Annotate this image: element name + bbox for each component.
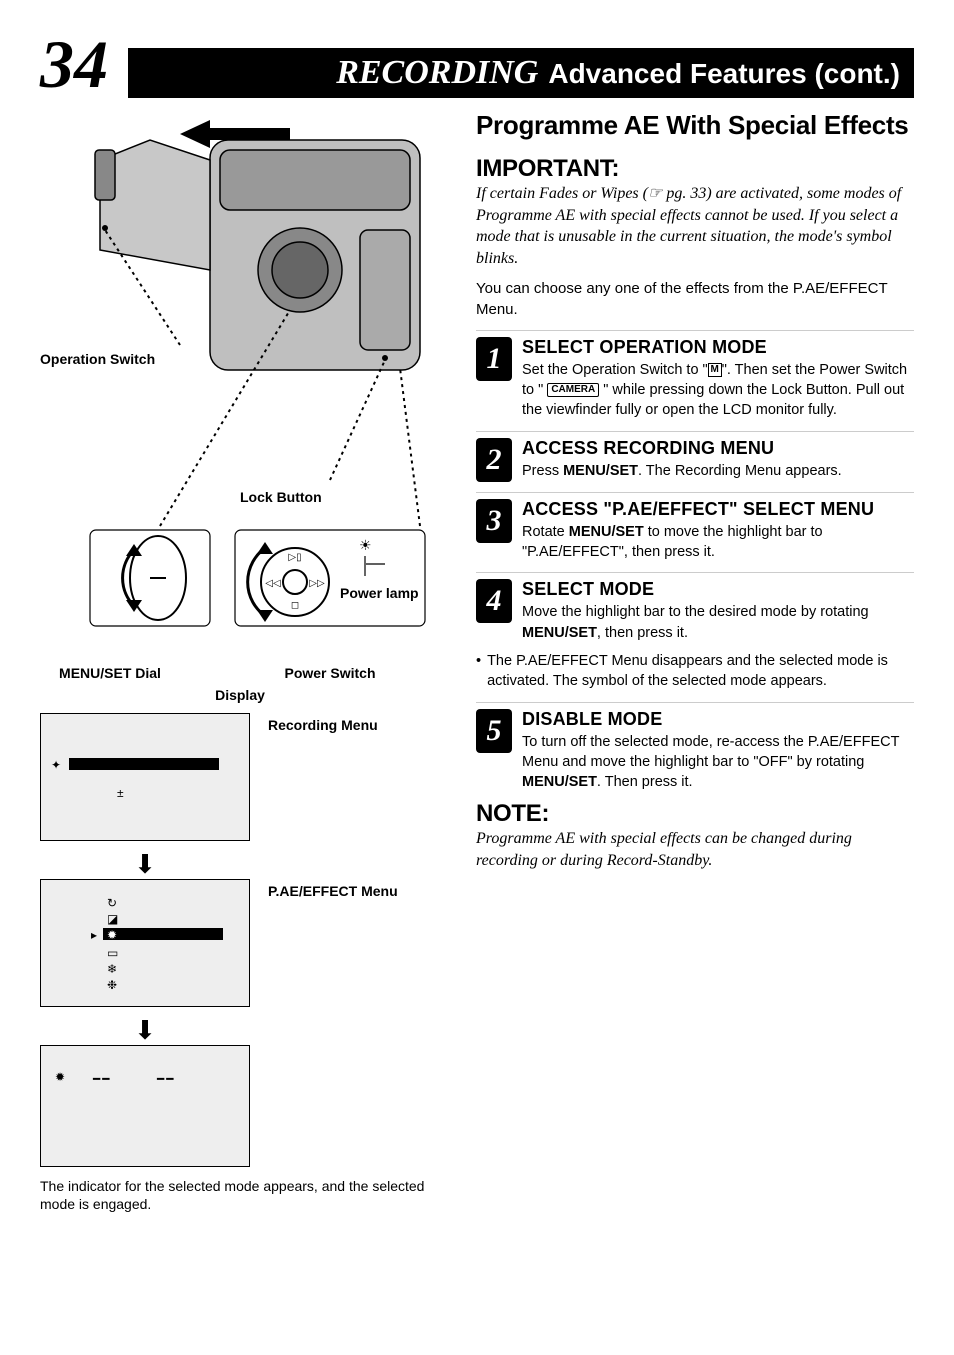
recording-menu-screen: ✦ ±: [40, 713, 250, 841]
step-1: 1 SELECT OPERATION MODE Set the Operatio…: [476, 330, 914, 421]
recording-menu-row: ✦ ± Recording Menu: [40, 713, 440, 841]
label-lock-button: Lock Button: [240, 489, 322, 505]
title-bar: RECORDING Advanced Features (cont.): [128, 48, 914, 98]
step-number: 3: [476, 499, 512, 543]
section-title: Programme AE With Special Effects: [476, 110, 914, 141]
step-4: 4 SELECT MODE Move the highlight bar to …: [476, 572, 914, 643]
note-heading: NOTE:: [476, 800, 914, 828]
pae-menu-row: ↻ ◪ ▸ ✹ ▭ ❄ ❉ P.AE/EFFECT Menu: [40, 879, 440, 1007]
svg-text:◻: ◻: [291, 600, 299, 611]
step-5: 5 DISABLE MODE To turn off the selected …: [476, 702, 914, 793]
camera-mode-icon: CAMERA: [547, 383, 599, 397]
step-text: Set the Operation Switch to "M". Then se…: [522, 360, 914, 421]
label-power-switch: Power Switch: [220, 665, 440, 681]
label-operation-switch: Operation Switch: [40, 351, 155, 367]
step-text: Press MENU/SET. The Recording Menu appea…: [522, 461, 914, 481]
page-header: 34 RECORDING Advanced Features (cont.): [40, 30, 914, 98]
intro-paragraph: You can choose any one of the effects fr…: [476, 279, 914, 320]
label-display: Display: [40, 687, 440, 703]
svg-text:▷▷: ▷▷: [309, 578, 325, 589]
step-number: 5: [476, 709, 512, 753]
step-text: Move the highlight bar to the desired mo…: [522, 602, 914, 643]
m-mode-icon: M: [708, 363, 722, 377]
step-3: 3 ACCESS "P.AE/EFFECT" SELECT MENU Rotat…: [476, 492, 914, 563]
svg-text:◁◁: ◁◁: [265, 578, 281, 589]
important-body: If certain Fades or Wipes (☞ pg. 33) are…: [476, 183, 914, 269]
camera-diagram: ▷▯ ◁◁ ▷▷ ◻ ☀: [40, 110, 440, 630]
svg-text:☀: ☀: [359, 537, 372, 553]
label-menu-set: MENU/SET Dial: [40, 665, 180, 681]
step-2: 2 ACCESS RECORDING MENU Press MENU/SET. …: [476, 431, 914, 482]
pae-menu-screen: ↻ ◪ ▸ ✹ ▭ ❄ ❉: [40, 879, 250, 1007]
bullet-dot: •: [476, 651, 481, 692]
step-title: ACCESS "P.AE/EFFECT" SELECT MENU: [522, 499, 914, 520]
step-number: 4: [476, 579, 512, 623]
label-pae-menu: P.AE/EFFECT Menu: [268, 879, 398, 899]
step-title: SELECT OPERATION MODE: [522, 337, 914, 358]
right-column: Programme AE With Special Effects IMPORT…: [476, 110, 914, 1213]
svg-text:▷▯: ▷▯: [288, 552, 301, 563]
step-title: ACCESS RECORDING MENU: [522, 438, 914, 459]
section-subtitle: Advanced Features (cont.): [548, 58, 900, 90]
step-title: SELECT MODE: [522, 579, 914, 600]
caption: The indicator for the selected mode appe…: [40, 1177, 440, 1213]
label-recording-menu: Recording Menu: [268, 713, 378, 733]
left-column: ▷▯ ◁◁ ▷▷ ◻ ☀ Operation Switch Lock Butto…: [40, 110, 440, 1213]
step-number: 2: [476, 438, 512, 482]
label-power-lamp: Power lamp: [340, 585, 419, 601]
step-text: Rotate MENU/SET to move the highlight ba…: [522, 522, 914, 563]
section-name: RECORDING: [336, 54, 538, 92]
arrow-down-icon: ⬇: [40, 851, 250, 877]
step-text: To turn off the selected mode, re-access…: [522, 732, 914, 793]
step-number: 1: [476, 337, 512, 381]
bullet-note: • The P.AE/EFFECT Menu disappears and th…: [476, 651, 914, 692]
result-row: ✹ ━━ ━━: [40, 1045, 440, 1167]
note-body: Programme AE with special effects can be…: [476, 828, 914, 871]
arrow-down-icon: ⬇: [40, 1017, 250, 1043]
important-heading: IMPORTANT:: [476, 155, 914, 183]
page-number: 34: [40, 30, 108, 98]
result-screen: ✹ ━━ ━━: [40, 1045, 250, 1167]
step-title: DISABLE MODE: [522, 709, 914, 730]
